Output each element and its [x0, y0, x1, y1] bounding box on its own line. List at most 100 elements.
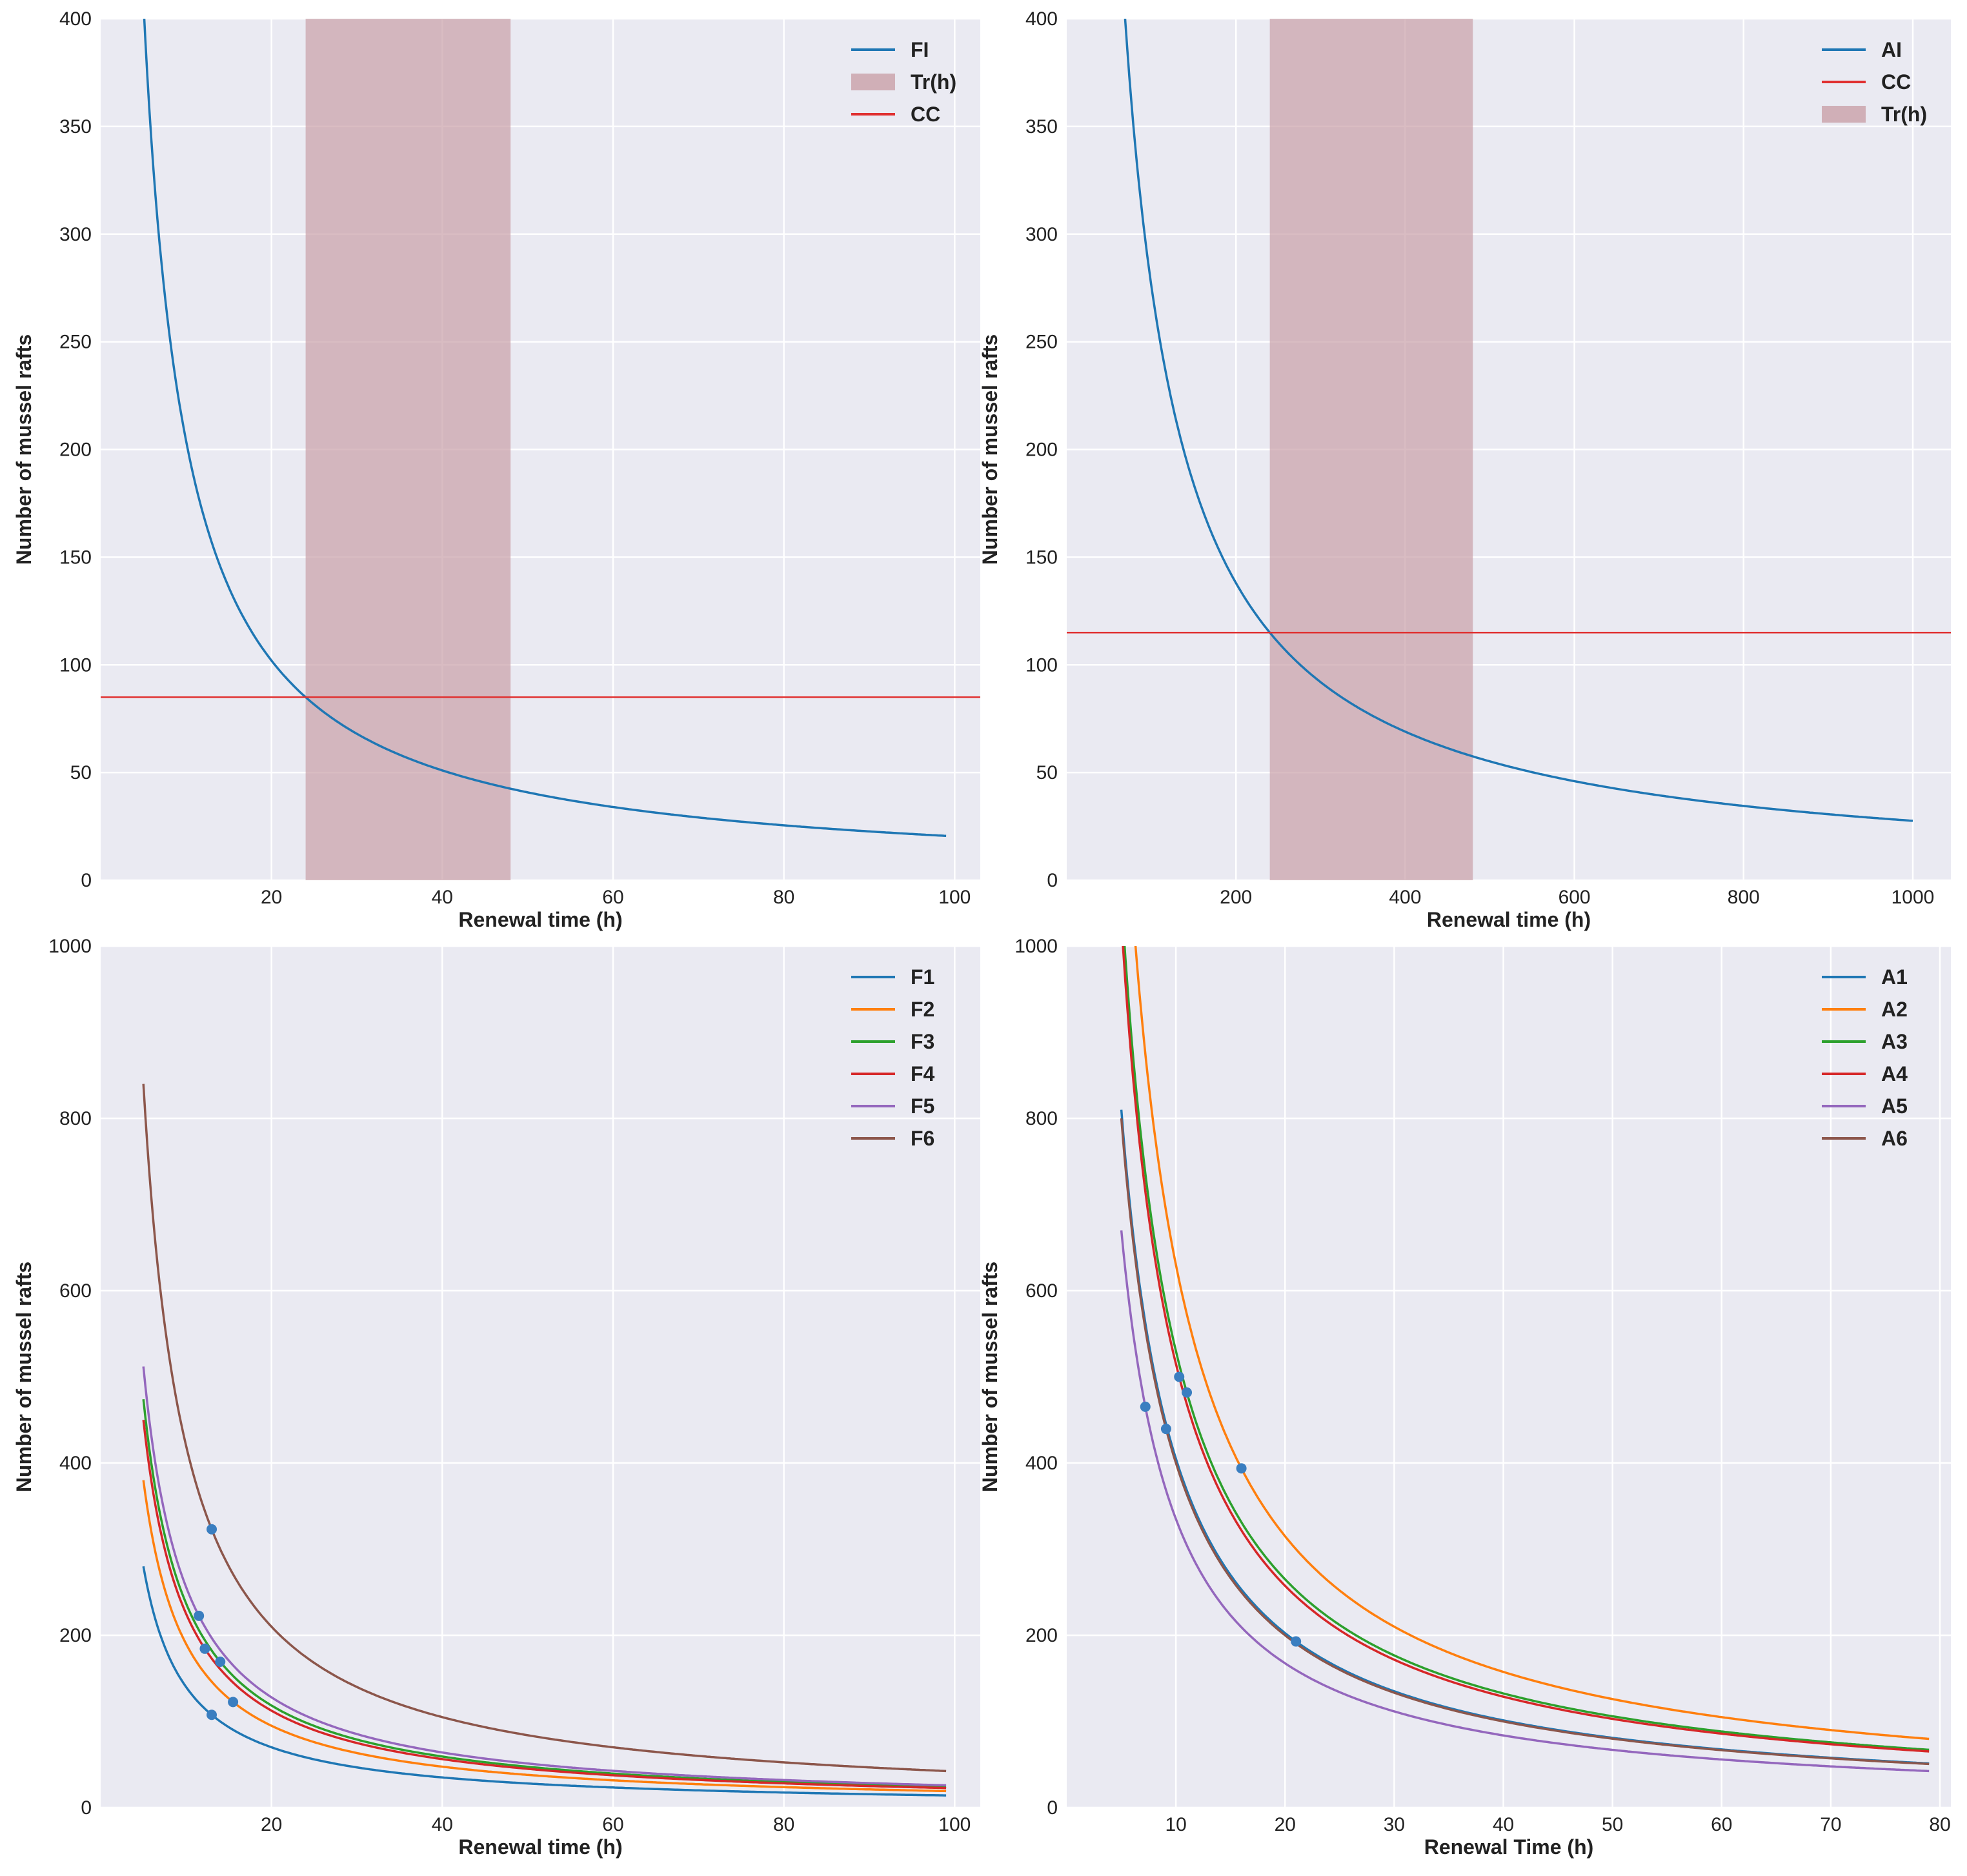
- y-tick-label: 1000: [48, 936, 92, 957]
- y-tick-label: 250: [1025, 332, 1058, 353]
- y-tick-label: 200: [1025, 439, 1058, 461]
- plot-content: [1067, 19, 1951, 880]
- y-tick-label: 150: [1025, 547, 1058, 568]
- series-f4-line: [142, 1420, 947, 1790]
- series-f2-line: [142, 1480, 947, 1793]
- legend-label: F5: [911, 1094, 934, 1118]
- series-f6-line: [142, 1084, 947, 1773]
- legend-label: F4: [911, 1062, 935, 1085]
- series-f4-point: [199, 1643, 210, 1654]
- x-tick-label: 100: [938, 1814, 971, 1835]
- plot-content: [101, 19, 980, 880]
- series-a1-point: [1291, 1636, 1302, 1647]
- chart-bottom-right: 10 20 30 40 50 60 70 8002004006008001000Renewal…: [978, 936, 1951, 1859]
- y-tick-label: 400: [59, 8, 92, 30]
- series-f2-point: [228, 1697, 239, 1708]
- y-tick-label: 300: [1025, 224, 1058, 245]
- x-tick-label: 60: [602, 1814, 623, 1835]
- x-tick-label: 400: [1389, 887, 1421, 908]
- legend-label: A1: [1881, 965, 1908, 989]
- series-a2-line: [1134, 946, 1930, 1740]
- y-tick-label: 100: [1025, 654, 1058, 676]
- x-tick-label: 30: [1384, 1814, 1405, 1835]
- y-tick-label: 50: [1036, 762, 1058, 783]
- x-tick-label: 200: [1220, 887, 1252, 908]
- series-ai-line: [1124, 19, 1913, 822]
- series-a2-point: [1236, 1463, 1247, 1474]
- x-tick-label: 70: [1820, 1814, 1841, 1835]
- legend: A1 A2 A3 A4 A5 A6: [1822, 965, 1908, 1150]
- legend-swatch: [851, 74, 895, 90]
- legend-label: A2: [1881, 998, 1908, 1021]
- series-f5-line: [142, 1366, 947, 1787]
- chart-top-left: 20 40 60 80 100 0 50 100 150 200 250 300 350 400 Renew…: [12, 8, 980, 931]
- series-a6-line: [1120, 1118, 1930, 1766]
- legend-label: F6: [911, 1127, 934, 1150]
- series-f1-point: [207, 1710, 217, 1720]
- y-tick-label: 600: [59, 1280, 92, 1302]
- y-tick-label: 600: [1025, 1280, 1058, 1302]
- legend-label: Tr(h): [911, 70, 956, 94]
- x-axis-label: Renewal Time (h): [1424, 1835, 1594, 1859]
- legend-label: A6: [1881, 1127, 1908, 1150]
- series-f3-line: [142, 1399, 947, 1788]
- legend-label: F1: [911, 965, 934, 989]
- series-f5-point: [194, 1610, 205, 1621]
- series-fi-line: [143, 19, 947, 837]
- y-tick-label: 200: [59, 439, 92, 461]
- series-a4-point: [1174, 1371, 1185, 1382]
- series-a5-line: [1120, 1230, 1930, 1773]
- x-axis-label: Renewal time (h): [458, 908, 622, 931]
- y-tick-label: 50: [70, 762, 92, 783]
- x-tick-label: 20: [261, 887, 282, 908]
- series-f1-line: [142, 1566, 947, 1797]
- legend: FI Tr(h) CC: [851, 38, 956, 126]
- renewal-time-span: [1269, 19, 1473, 880]
- legend-label: F2: [911, 998, 934, 1021]
- y-tick-label: 300: [59, 224, 92, 245]
- renewal-time-span: [305, 19, 511, 880]
- chart-top-right: 200 400 600 800 1000 0 50 100 150 200 250 300 350 400…: [978, 8, 1951, 931]
- y-tick-label: 0: [81, 870, 92, 891]
- legend: F1 F2 F3 F4 F5 F6: [851, 965, 935, 1150]
- y-tick-label: 0: [81, 1797, 92, 1819]
- x-tick-label: 80: [773, 1814, 794, 1835]
- legend-swatch: [1822, 106, 1866, 123]
- y-tick-label: 100: [59, 654, 92, 676]
- y-tick-label: 800: [59, 1108, 92, 1129]
- series-a5-point: [1140, 1401, 1151, 1412]
- y-tick-label: 1000: [1014, 936, 1058, 957]
- y-tick-label: 350: [59, 116, 92, 137]
- legend-label: CC: [1881, 70, 1911, 94]
- x-tick-label: 10: [1165, 1814, 1186, 1835]
- series-a4-line: [1122, 946, 1930, 1753]
- legend-label: A4: [1881, 1062, 1908, 1085]
- x-tick-label: 80: [1929, 1814, 1950, 1835]
- x-tick-label: 80: [773, 887, 794, 908]
- plot-area: [1067, 946, 1951, 1808]
- y-tick-label: 0: [1047, 870, 1058, 891]
- y-tick-label: 350: [1025, 116, 1058, 137]
- series-a3-point: [1182, 1387, 1193, 1398]
- series-a3-line: [1123, 946, 1930, 1751]
- y-tick-label: 400: [1025, 1453, 1058, 1474]
- legend-label: AI: [1881, 38, 1902, 61]
- x-axis-label: Renewal time (h): [458, 1835, 622, 1859]
- x-axis-label: Renewal time (h): [1427, 908, 1591, 931]
- x-tick-label: 100: [938, 887, 971, 908]
- x-tick-label: 40: [1493, 1814, 1514, 1835]
- y-tick-label: 0: [1047, 1797, 1058, 1819]
- x-tick-label: 40: [432, 887, 453, 908]
- y-axis-label: Number of mussel rafts: [978, 1262, 1002, 1492]
- y-tick-label: 400: [1025, 8, 1058, 30]
- legend-label: FI: [911, 38, 929, 61]
- legend-label: CC: [911, 103, 940, 126]
- y-axis-label: Number of mussel rafts: [12, 334, 35, 565]
- y-tick-label: 200: [1025, 1625, 1058, 1646]
- y-tick-label: 800: [1025, 1108, 1058, 1129]
- y-tick-label: 150: [59, 547, 92, 568]
- y-tick-label: 200: [59, 1625, 92, 1646]
- legend: AI CC Tr(h): [1822, 38, 1927, 126]
